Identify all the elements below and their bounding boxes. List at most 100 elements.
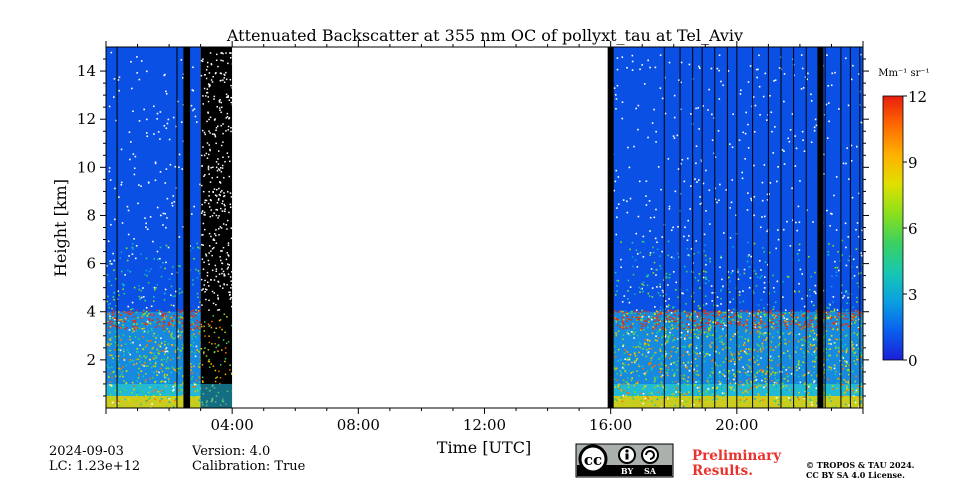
signal-speck [149, 322, 152, 325]
signal-speck [739, 399, 742, 401]
signal-speck [738, 383, 741, 386]
signal-speck [139, 344, 141, 346]
signal-speck [634, 346, 637, 349]
noise-speck [201, 289, 203, 291]
signal-speck [133, 330, 135, 332]
signal-speck [670, 355, 673, 357]
signal-speck [757, 396, 760, 399]
signal-speck [833, 342, 836, 344]
signal-speck [137, 374, 140, 376]
noise-speck [223, 275, 226, 277]
signal-speck [777, 371, 779, 374]
signal-speck [626, 211, 629, 214]
signal-speck [830, 368, 833, 371]
noise-speck [221, 328, 223, 331]
signal-speck [112, 384, 115, 387]
signal-speck [729, 382, 732, 385]
signal-speck [170, 304, 173, 306]
aerosol-speck [672, 311, 675, 313]
signal-speck [167, 118, 170, 121]
signal-speck [156, 206, 159, 209]
aerosol-speck [655, 323, 658, 326]
signal-speck [661, 396, 663, 399]
signal-speck [647, 397, 650, 400]
signal-speck [711, 367, 713, 370]
signal-speck [757, 313, 760, 316]
signal-speck [823, 371, 825, 373]
signal-speck [795, 147, 798, 150]
gap-bar [183, 47, 190, 408]
signal-speck [664, 300, 667, 302]
signal-speck [757, 363, 759, 366]
signal-speck [788, 395, 791, 397]
signal-speck [122, 348, 125, 351]
aerosol-speck [779, 322, 782, 325]
signal-speck [709, 344, 711, 347]
aerosol-speck [637, 318, 640, 321]
signal-speck [797, 316, 799, 319]
signal-speck [841, 395, 843, 398]
signal-speck [119, 257, 122, 259]
signal-speck [119, 319, 121, 321]
noise-speck [215, 234, 217, 237]
signal-speck [128, 255, 130, 257]
noise-speck [207, 100, 210, 103]
signal-speck [640, 319, 642, 321]
signal-speck [753, 242, 756, 245]
noise-speck [208, 85, 211, 87]
aerosol-speck [124, 320, 127, 323]
signal-speck [150, 305, 153, 308]
signal-speck [757, 382, 760, 385]
signal-speck [191, 337, 194, 340]
signal-speck [714, 363, 717, 366]
signal-speck [172, 319, 175, 321]
signal-speck [667, 315, 669, 318]
noise-speck [201, 376, 204, 379]
noise-speck [214, 72, 217, 75]
signal-speck [764, 377, 766, 380]
signal-speck [135, 329, 138, 332]
aerosol-speck [156, 318, 159, 320]
signal-speck [118, 367, 121, 370]
signal-speck [164, 182, 167, 184]
signal-speck [629, 197, 632, 200]
badge-sa-label: SA [644, 466, 657, 476]
signal-speck [846, 302, 848, 305]
noise-speck [209, 132, 211, 134]
signal-speck [644, 342, 646, 345]
noise-speck [205, 68, 208, 71]
noise-speck [227, 219, 229, 222]
signal-speck [110, 383, 112, 386]
signal-speck [629, 353, 632, 356]
signal-speck [695, 345, 698, 347]
noise-speck [212, 166, 214, 169]
signal-speck [181, 317, 184, 319]
aerosol-speck [154, 326, 157, 329]
signal-speck [827, 102, 830, 104]
noise-speck [202, 190, 205, 193]
signal-speck [153, 371, 155, 374]
signal-speck [723, 384, 725, 387]
signal-speck [191, 375, 194, 378]
signal-speck [645, 195, 647, 197]
signal-speck [129, 270, 132, 273]
preliminary-line-1: Preliminary [692, 448, 782, 464]
signal-speck [653, 323, 656, 325]
signal-speck [159, 214, 162, 217]
signal-speck [109, 354, 112, 357]
signal-speck [191, 89, 194, 91]
noise-speck [210, 278, 212, 281]
signal-speck [648, 362, 650, 364]
aerosol-speck [704, 310, 707, 312]
signal-speck [709, 376, 711, 378]
signal-speck [689, 314, 692, 317]
signal-speck [143, 361, 146, 364]
signal-speck [813, 365, 816, 368]
signal-speck [688, 323, 690, 326]
signal-speck [156, 118, 158, 120]
signal-speck [694, 372, 696, 375]
aerosol-speck [693, 320, 696, 322]
signal-speck [779, 400, 781, 403]
signal-speck [136, 380, 139, 382]
signal-speck [167, 378, 170, 380]
